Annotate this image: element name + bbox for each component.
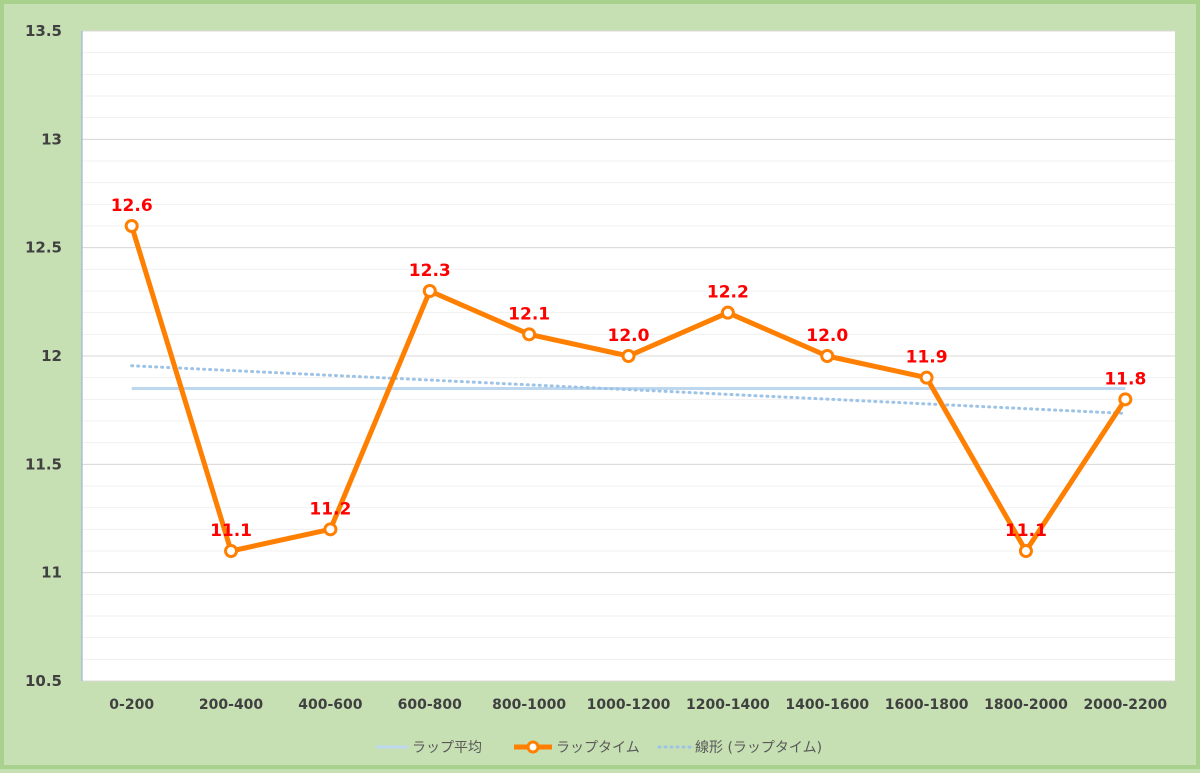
data-label: 11.2 xyxy=(309,499,351,519)
x-tick-label: 800-1000 xyxy=(492,697,566,713)
y-tick-label: 11 xyxy=(41,564,62,582)
data-label: 12.3 xyxy=(409,261,451,281)
x-tick-label: 1200-1400 xyxy=(686,697,770,713)
x-tick-label: 200-400 xyxy=(199,697,264,713)
data-label: 12.0 xyxy=(608,326,650,346)
y-tick-label: 10.5 xyxy=(25,672,62,690)
data-point xyxy=(1118,392,1133,407)
data-label: 12.2 xyxy=(707,283,749,303)
x-tick-label: 600-800 xyxy=(398,697,463,713)
data-point xyxy=(323,522,338,537)
x-tick-label: 2000-2200 xyxy=(1083,697,1167,713)
data-label: 12.6 xyxy=(111,196,153,216)
y-tick-label: 13.5 xyxy=(25,22,62,40)
data-point xyxy=(522,327,537,342)
y-tick-label: 13 xyxy=(41,130,62,148)
data-point xyxy=(422,284,437,298)
y-tick-label: 12 xyxy=(41,347,62,365)
data-point xyxy=(621,349,636,363)
data-point xyxy=(919,370,934,385)
legend-label-trend: 線形 (ラップタイム) xyxy=(695,740,822,756)
x-tick-label: 1600-1800 xyxy=(885,697,969,713)
data-point xyxy=(720,305,735,320)
legend-label-lap-time: ラップタイム xyxy=(556,740,640,756)
x-tick-label: 0-200 xyxy=(109,697,154,713)
y-tick-label: 11.5 xyxy=(25,455,62,473)
x-tick-label: 1400-1600 xyxy=(785,697,869,713)
legend-marker-lap-time xyxy=(526,740,540,754)
series-line-trend xyxy=(130,364,1127,415)
y-tick-label: 12.5 xyxy=(25,239,62,257)
legend-label-average: ラップ平均 xyxy=(412,740,482,756)
data-point xyxy=(1018,544,1033,558)
data-point xyxy=(224,544,239,558)
data-label: 12.1 xyxy=(508,304,550,324)
x-tick-label: 1800-2000 xyxy=(984,697,1068,713)
data-label: 11.9 xyxy=(906,348,948,368)
data-point xyxy=(124,219,139,233)
data-label: 11.1 xyxy=(210,521,252,541)
data-point xyxy=(820,349,835,363)
line-chart: 10.5 11 11.5 12 12.5 13 13.5 0-200 200-400 400-6… xyxy=(25,22,1175,756)
data-label: 11.8 xyxy=(1104,369,1146,389)
data-label: 12.0 xyxy=(806,326,848,346)
x-tick-label: 1000-1200 xyxy=(587,697,671,713)
x-tick-label: 400-600 xyxy=(298,697,363,713)
data-label: 11.1 xyxy=(1005,521,1047,541)
